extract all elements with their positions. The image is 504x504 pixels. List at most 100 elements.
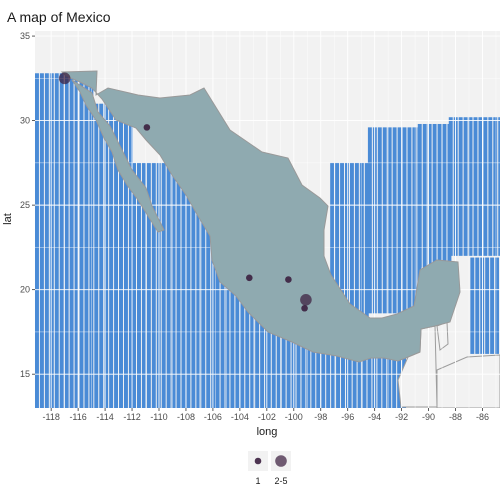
ocean-stripe: [181, 162, 186, 408]
ocean-stripe: [161, 162, 166, 408]
ocean-stripe: [215, 238, 220, 408]
ocean-stripe: [141, 162, 146, 408]
ocean-stripe: [196, 162, 201, 408]
ocean-stripe: [316, 309, 321, 408]
ocean-stripe: [245, 238, 250, 408]
data-points: [58, 72, 312, 312]
ocean-stripe: [470, 257, 475, 354]
ocean-stripe: [352, 350, 357, 408]
x-tick-label: -102: [258, 412, 276, 422]
ocean-stripe: [114, 103, 119, 408]
ocean-stripe: [392, 350, 397, 408]
ocean-stripe: [349, 162, 354, 349]
ocean-stripe: [44, 73, 49, 408]
ocean-stripe: [59, 73, 64, 408]
ocean-stripe: [367, 350, 372, 408]
ocean-stripe: [176, 162, 181, 408]
y-tick-label: 25: [20, 200, 30, 210]
ocean-stripe: [402, 127, 407, 314]
ocean-stripe: [74, 73, 79, 408]
x-tick-label: -96: [341, 412, 354, 422]
ocean-stripe: [296, 309, 301, 408]
ocean-stripe: [306, 309, 311, 408]
ocean-stripe: [326, 309, 331, 408]
legend-symbol: [275, 455, 287, 467]
ocean-stripe: [35, 73, 39, 408]
ocean-stripe: [336, 309, 341, 408]
ocean-stripe: [498, 117, 500, 256]
x-tick-label: -94: [368, 412, 381, 422]
ocean-stripe: [345, 162, 349, 349]
ocean-stripe: [136, 162, 141, 408]
ocean-stripe: [364, 162, 369, 349]
ocean-stripe: [493, 117, 498, 256]
ocean-stripe: [382, 127, 387, 314]
ocean-stripe: [475, 257, 480, 354]
legend-label: 2-5: [274, 476, 287, 486]
x-tick-label: -116: [69, 412, 86, 422]
data-point: [300, 294, 312, 306]
ocean-stripe: [49, 73, 54, 408]
ocean-stripe: [495, 257, 500, 354]
y-axis-label: lat: [2, 213, 14, 225]
y-tick-label: 35: [20, 31, 30, 41]
ocean-stripe: [377, 127, 382, 314]
ocean-stripe: [54, 73, 59, 408]
ocean-stripe: [166, 162, 171, 408]
chart-title: A map of Mexico: [7, 9, 111, 25]
y-tick-label: 15: [20, 369, 30, 379]
ocean-stripe: [321, 309, 326, 408]
ocean-stripe: [281, 309, 286, 408]
ocean-stripe: [412, 127, 417, 314]
ocean-stripe: [458, 117, 463, 256]
x-tick-label: -106: [204, 412, 222, 422]
ocean-stripe: [69, 73, 74, 408]
x-tick-label: -108: [177, 412, 195, 422]
legend: 1 2-5: [248, 451, 291, 486]
ocean-stripe: [330, 162, 335, 349]
ocean-stripe: [359, 162, 364, 349]
legend-label: 1: [255, 476, 260, 486]
ocean-stripe: [473, 117, 478, 256]
ocean-stripe: [392, 127, 397, 314]
ocean-stripe: [335, 162, 340, 349]
ocean-stripe: [437, 123, 442, 268]
x-axis-label: long: [257, 426, 278, 438]
ocean-stripe: [94, 103, 99, 408]
ocean-stripe: [367, 127, 372, 314]
ocean-stripe: [463, 117, 468, 256]
mexico-region: [60, 70, 461, 363]
ocean-stripe: [468, 117, 473, 256]
ocean-stripe: [340, 162, 345, 349]
y-tick-label: 20: [20, 285, 30, 295]
ocean-stripe: [201, 162, 206, 408]
ocean-stripe: [301, 309, 306, 408]
ocean-stripe: [407, 127, 412, 314]
ocean-stripe: [377, 350, 382, 408]
ocean-stripe: [448, 117, 453, 256]
data-point: [301, 304, 308, 312]
x-tick-label: -104: [231, 412, 249, 422]
ocean-stripe: [266, 309, 271, 408]
honduras-region: [436, 354, 500, 408]
ocean-stripe: [442, 123, 447, 268]
ocean-stripe: [490, 257, 495, 354]
x-tick-label: -92: [395, 412, 408, 422]
ocean-stripe: [427, 123, 432, 268]
ocean-stripe: [422, 123, 427, 268]
data-point: [285, 276, 292, 283]
ocean-stripe: [478, 117, 483, 256]
ocean-stripe: [286, 309, 291, 408]
x-axis-ticks: -118 -116 -114 -112 -110 -108 -106 -104 -102 -100…: [42, 408, 489, 422]
x-tick-label: -88: [449, 412, 462, 422]
ocean-stripe: [271, 309, 276, 408]
ocean-stripe: [151, 162, 156, 408]
ocean-stripe: [341, 309, 345, 408]
ocean-stripe: [84, 73, 89, 408]
ocean-stripe: [89, 73, 94, 408]
data-point: [143, 124, 151, 131]
ocean-stripe: [64, 73, 69, 408]
ocean-stripe: [347, 350, 352, 408]
ocean-stripe: [250, 238, 255, 408]
